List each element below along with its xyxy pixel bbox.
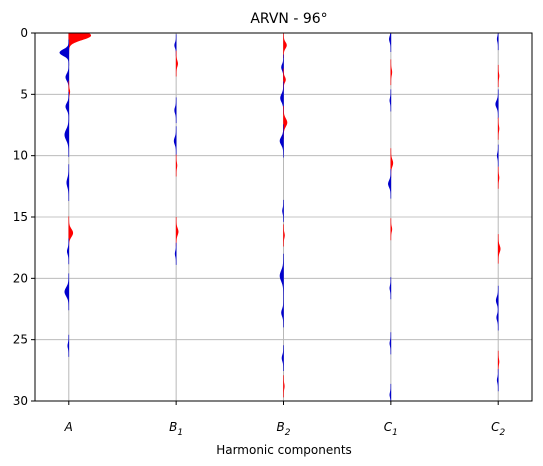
trace-0 [59,32,92,401]
negative-lobe [389,383,392,402]
positive-lobe [283,375,285,398]
y-axis: 0 5 10 15 20 25 30 [13,26,35,408]
positive-lobe [390,218,393,241]
negative-lobe [496,304,499,331]
y-tick-label: 0 [20,26,28,40]
positive-lobe [283,105,288,140]
positive-lobe [175,217,179,247]
negative-lobe [389,89,392,112]
y-tick-label: 20 [13,271,28,285]
trace-2 [279,33,288,401]
negative-lobe [496,369,499,392]
negative-lobe [173,126,177,156]
positive-lobe [497,117,500,140]
x-tick-label: B2 [277,420,291,438]
trace-1 [173,33,179,401]
negative-lobe [389,32,392,53]
positive-lobe [497,234,501,264]
x-axis: A B1 B2 C1 C2 [64,401,506,438]
x-tick-label: C1 [384,420,398,438]
negative-lobe [495,89,499,119]
negative-lobe [496,144,499,167]
x-axis-label: Harmonic components [216,443,352,457]
negative-lobe [388,169,392,199]
positive-lobe [175,154,178,177]
negative-lobe [389,332,392,355]
trace-layer [59,32,501,402]
negative-lobe [66,238,70,265]
negative-lobe [281,297,284,328]
trace-3 [388,32,394,402]
y-tick-label: 5 [20,87,28,101]
trace-4 [495,32,501,401]
negative-lobe [174,242,177,265]
positive-lobe [390,59,393,86]
positive-lobe [283,224,285,247]
positive-lobe [497,64,500,87]
negative-lobe [279,124,284,158]
x-tick-label: B1 [169,420,183,438]
negative-lobe [59,39,70,66]
y-tick-label: 30 [13,394,28,408]
y-tick-label: 25 [13,333,28,347]
negative-lobe [389,277,392,300]
positive-lobe [68,32,92,54]
negative-lobe [66,164,70,202]
positive-lobe [68,216,74,250]
negative-lobe [279,253,284,298]
negative-lobe [67,334,70,357]
negative-lobe [64,112,70,157]
y-tick-label: 10 [13,149,28,163]
negative-lobe [174,97,177,124]
positive-lobe [175,50,178,77]
x-tick-label: C2 [491,420,505,438]
negative-lobe [281,345,284,371]
negative-lobe [496,32,499,51]
negative-lobe [64,273,70,311]
negative-lobe [282,199,284,222]
y-tick-label: 15 [13,210,28,224]
positive-lobe [497,166,500,189]
x-tick-label: A [64,420,73,434]
chart-title: ARVN - 96° [250,11,327,27]
